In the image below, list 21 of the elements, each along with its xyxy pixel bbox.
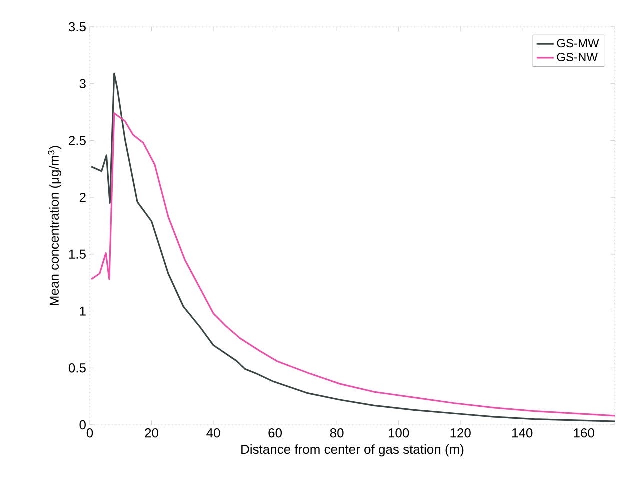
x-tick-label: 160 [574,428,594,438]
y-tick-label: 0 [80,420,86,430]
y-tick-label: 2 [80,193,86,202]
x-tick-label: 40 [206,428,220,438]
y-tick-label: 0.5 [68,364,86,373]
y-tick-label: 3.5 [68,22,86,32]
y-tick-label: 1 [80,306,86,316]
y-tick-label: 2.5 [69,136,86,146]
x-tick-label: 120 [450,428,471,438]
y-tick-label: 3 [80,79,86,88]
legend-label: GS-MW [557,39,600,48]
x-axis-title: Distance from center of gas station (m) [242,444,464,457]
x-tick-label: 20 [145,428,158,438]
x-tick-label: 60 [268,428,282,438]
x-tick-label: 80 [330,428,344,438]
legend-label: GS-NW [557,53,598,62]
x-tick-label: 140 [512,428,533,438]
x-tick-label: 100 [388,428,410,438]
x-tick-label: 0 [86,428,94,438]
y-tick-label: 1.5 [69,250,86,259]
y-axis-title: Mean concentration (μg/m$^{3}$) [48,146,62,306]
